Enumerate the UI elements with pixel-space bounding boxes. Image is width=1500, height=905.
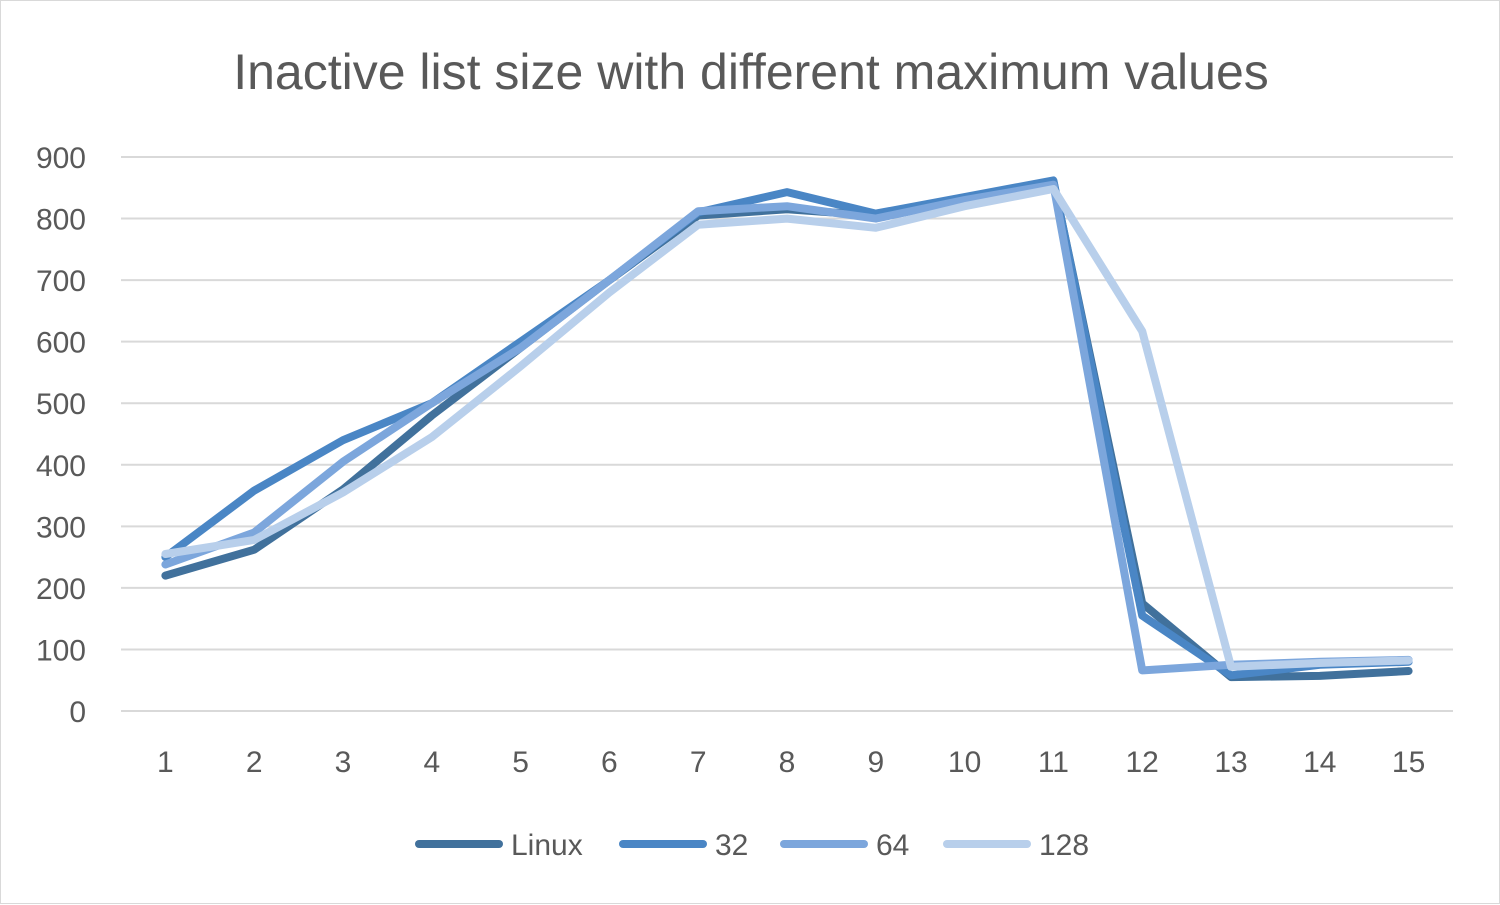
x-tick-label: 1 [157,746,174,779]
x-tick-label: 9 [867,746,884,779]
y-tick-label: 700 [36,265,86,298]
y-tick-label: 400 [36,450,86,483]
gridlines [121,156,1453,712]
legend-label-32: 32 [715,829,748,862]
x-tick-label: 4 [423,746,440,779]
chart-title: Inactive list size with different maximu… [233,44,1269,100]
series-lines [161,176,1413,682]
y-tick-label: 500 [36,388,86,421]
series-line-128 [161,185,1413,671]
series-line-linux [161,177,1413,682]
x-tick-label: 2 [246,746,263,779]
x-tick-label: 6 [601,746,618,779]
x-tick-label: 14 [1303,746,1336,779]
y-tick-label: 0 [69,696,86,729]
y-axis-tick-labels: 0 100 200 300 400 500 600 700 800 900 [36,142,86,729]
x-axis-tick-labels: 1 2 3 4 5 6 7 8 9 10 11 12 13 14 15 [157,746,1425,779]
legend: Linux 32 64 128 [415,829,1089,862]
x-tick-label: 15 [1392,746,1425,779]
legend-label-linux: Linux [511,829,583,862]
y-tick-label: 300 [36,511,86,544]
x-tick-label: 10 [948,746,981,779]
series-line-64 [161,180,1413,675]
legend-label-64: 64 [876,829,909,862]
y-tick-label: 100 [36,634,86,667]
x-tick-label: 13 [1214,746,1247,779]
y-tick-label: 900 [36,142,86,175]
y-tick-label: 200 [36,573,86,606]
x-tick-label: 12 [1126,746,1159,779]
x-tick-label: 3 [335,746,352,779]
x-tick-label: 8 [779,746,796,779]
y-tick-label: 600 [36,327,86,360]
legend-label-128: 128 [1039,829,1089,862]
series-line-32 [161,176,1413,680]
y-tick-label: 800 [36,204,86,237]
x-tick-label: 5 [512,746,529,779]
x-tick-label: 11 [1038,746,1069,779]
x-tick-label: 7 [690,746,707,779]
